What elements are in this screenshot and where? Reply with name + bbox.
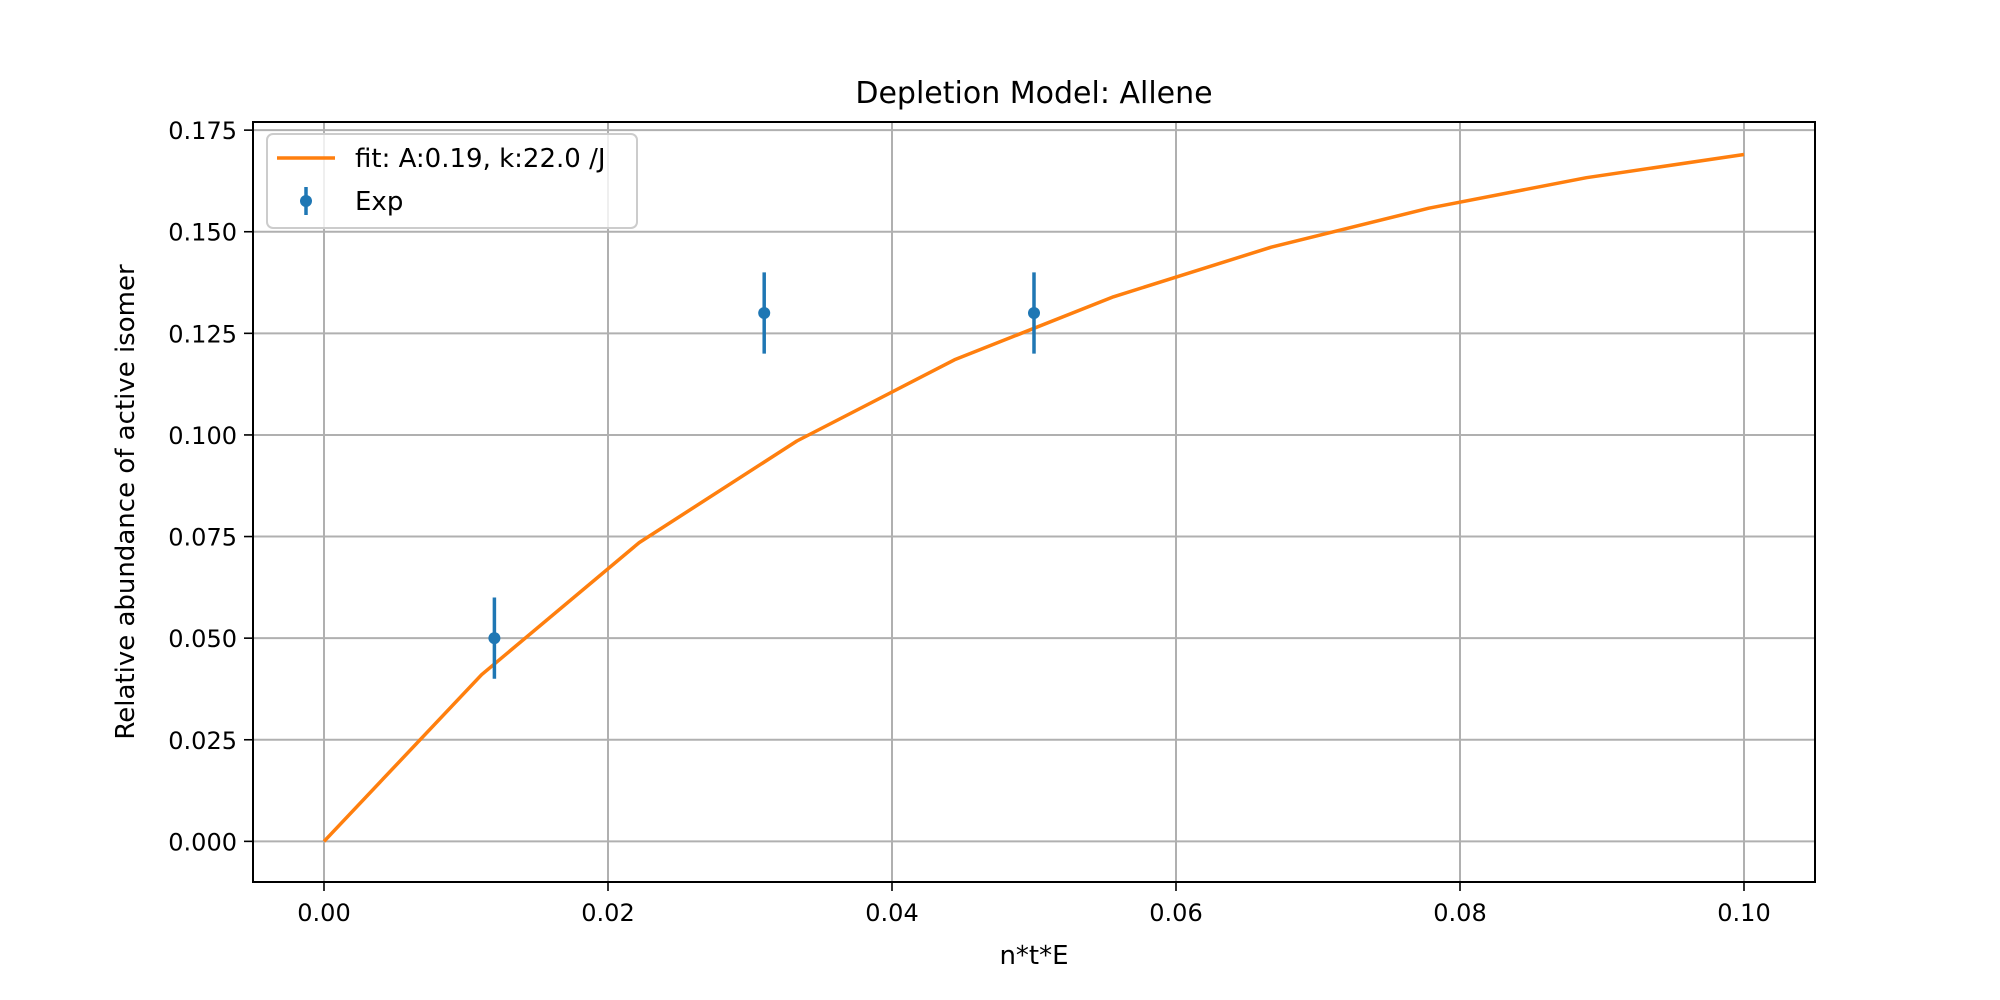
y-tick-label: 0.150 (168, 219, 237, 247)
x-tick-label: 0.00 (297, 899, 350, 927)
x-tick-label: 0.10 (1717, 899, 1770, 927)
data-point (488, 632, 501, 645)
x-axis-label: n*t*E (999, 941, 1068, 971)
x-tick-label: 0.06 (1149, 899, 1202, 927)
legend-label: fit: A:0.19, k:22.0 /J (355, 144, 606, 174)
legend-point-swatch (300, 195, 312, 207)
x-tick-label: 0.08 (1433, 899, 1486, 927)
y-tick-label: 0.175 (168, 117, 237, 145)
grid (253, 122, 1815, 882)
legend: fit: A:0.19, k:22.0 /J Exp (266, 133, 638, 229)
y-tick-label: 0.000 (168, 828, 237, 856)
chart-title: Depletion Model: Allene (855, 76, 1212, 111)
plot-frame (252, 121, 1816, 883)
y-tick-label: 0.050 (168, 625, 237, 653)
y-tick-label: 0.125 (168, 320, 237, 348)
y-tick-label: 0.025 (168, 727, 237, 755)
legend-label: Exp (355, 187, 403, 217)
legend-box (266, 133, 638, 229)
x-tick-label: 0.04 (865, 899, 918, 927)
y-tick-label: 0.075 (168, 524, 237, 552)
x-tick-label: 0.02 (581, 899, 634, 927)
y-tick-label: 0.100 (168, 422, 237, 450)
y-axis-label: Relative abundance of active isomer (111, 264, 141, 740)
axis-ticks: 0.00 0.02 0.04 0.06 0.08 0.10 0.000 0.025 0.050 0… (168, 117, 1770, 927)
data-point (758, 307, 771, 320)
data-point (1028, 307, 1040, 320)
plot-area (322, 152, 1745, 843)
